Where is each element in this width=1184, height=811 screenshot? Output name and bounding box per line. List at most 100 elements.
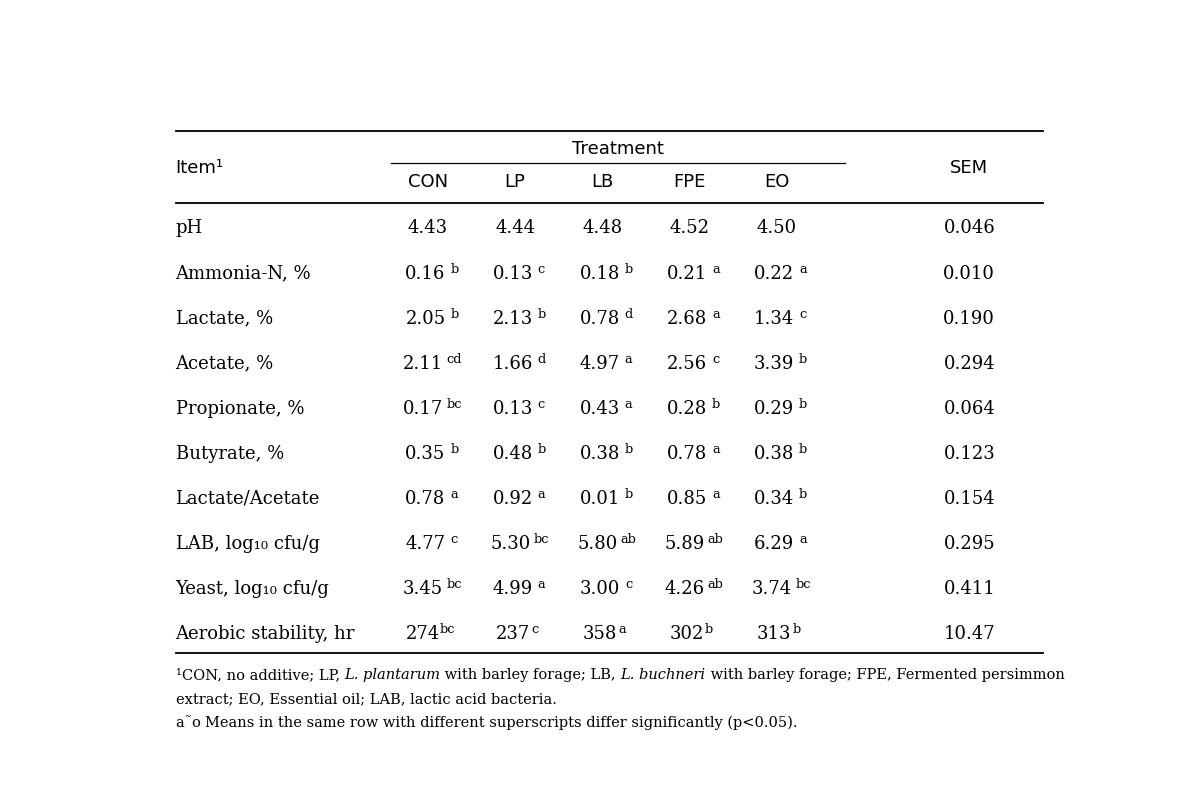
Text: SEM: SEM [951,159,989,177]
Text: c: c [538,263,545,276]
Text: 0.21: 0.21 [667,264,707,282]
Text: 0.43: 0.43 [580,399,620,417]
Text: b: b [538,443,546,456]
Text: 358: 358 [583,624,617,642]
Text: 2.11: 2.11 [403,354,443,372]
Text: 2.68: 2.68 [667,309,707,327]
Text: 0.22: 0.22 [754,264,794,282]
Text: 0.38: 0.38 [580,444,620,462]
Text: b: b [624,263,632,276]
Text: ab: ab [620,533,637,546]
Text: 0.064: 0.064 [944,399,995,417]
Text: Treatment: Treatment [572,140,664,158]
Text: 2.56: 2.56 [667,354,707,372]
Text: 6.29: 6.29 [754,534,794,552]
Text: a: a [799,533,806,546]
Text: 1.34: 1.34 [754,309,794,327]
Text: 2.13: 2.13 [493,309,533,327]
Text: c: c [799,307,806,320]
Text: b: b [706,622,713,635]
Text: L. plantarum: L. plantarum [345,667,440,681]
Text: 4.48: 4.48 [583,219,623,237]
Text: 4.97: 4.97 [580,354,620,372]
Text: Item¹: Item¹ [175,159,224,177]
Text: 0.48: 0.48 [493,444,533,462]
Text: Aerobic stability, hr: Aerobic stability, hr [175,624,355,642]
Text: 5.30: 5.30 [490,534,530,552]
Text: 0.13: 0.13 [493,399,533,417]
Text: bc: bc [440,622,456,635]
Text: EO: EO [764,173,790,191]
Text: 0.92: 0.92 [493,489,533,507]
Text: L. buchneri: L. buchneri [620,667,706,681]
Text: bc: bc [446,397,462,410]
Text: a: a [450,487,458,500]
Text: LP: LP [504,173,526,191]
Text: c: c [532,622,539,635]
Text: 4.43: 4.43 [407,219,448,237]
Text: d: d [538,353,546,366]
Text: c: c [451,533,458,546]
Text: ab: ab [708,533,723,546]
Text: 0.85: 0.85 [667,489,707,507]
Text: 237: 237 [496,624,529,642]
Text: LB: LB [591,173,613,191]
Text: 4.26: 4.26 [664,579,704,597]
Text: b: b [712,397,720,410]
Text: 3.74: 3.74 [752,579,792,597]
Text: 0.123: 0.123 [944,444,995,462]
Text: a: a [618,622,626,635]
Text: Yeast, log₁₀ cfu/g: Yeast, log₁₀ cfu/g [175,579,329,597]
Text: 0.78: 0.78 [580,309,620,327]
Text: 4.44: 4.44 [495,219,535,237]
Text: 4.50: 4.50 [757,219,797,237]
Text: c: c [625,577,632,590]
Text: a˜o: a˜o [175,715,205,729]
Text: 0.154: 0.154 [944,489,995,507]
Text: Ammonia-N, %: Ammonia-N, % [175,264,311,282]
Text: a: a [712,307,720,320]
Text: cd: cd [446,353,462,366]
Text: a: a [625,397,632,410]
Text: 0.35: 0.35 [405,444,445,462]
Text: 0.13: 0.13 [493,264,533,282]
Text: with barley forage; FPE, Fermented persimmon: with barley forage; FPE, Fermented persi… [706,667,1064,681]
Text: b: b [450,307,458,320]
Text: Butyrate, %: Butyrate, % [175,444,284,462]
Text: 313: 313 [757,624,791,642]
Text: d: d [624,307,632,320]
Text: 0.18: 0.18 [580,264,620,282]
Text: 0.38: 0.38 [754,444,794,462]
Text: bc: bc [534,533,549,546]
Text: 5.89: 5.89 [664,534,704,552]
Text: 4.99: 4.99 [493,579,533,597]
Text: 0.295: 0.295 [944,534,995,552]
Text: Lactate/Acetate: Lactate/Acetate [175,489,320,507]
Text: a: a [799,263,806,276]
Text: Lactate, %: Lactate, % [175,309,272,327]
Text: Means in the same row with different superscripts differ significantly (p<0.05).: Means in the same row with different sup… [205,715,798,729]
Text: b: b [799,487,807,500]
Text: 3.00: 3.00 [580,579,620,597]
Text: 0.294: 0.294 [944,354,995,372]
Text: Acetate, %: Acetate, % [175,354,274,372]
Text: b: b [792,622,800,635]
Text: 0.046: 0.046 [944,219,995,237]
Text: 3.45: 3.45 [403,579,443,597]
Text: 1.66: 1.66 [493,354,533,372]
Text: 274: 274 [406,624,440,642]
Text: 0.78: 0.78 [667,444,707,462]
Text: 0.29: 0.29 [754,399,794,417]
Text: ¹CON, no additive; LP,: ¹CON, no additive; LP, [175,667,345,681]
Text: FPE: FPE [674,173,706,191]
Text: LAB, log₁₀ cfu/g: LAB, log₁₀ cfu/g [175,534,320,552]
Text: b: b [799,353,807,366]
Text: b: b [450,443,458,456]
Text: c: c [713,353,720,366]
Text: 4.77: 4.77 [405,534,445,552]
Text: bc: bc [796,577,811,590]
Text: 0.28: 0.28 [667,399,707,417]
Text: 0.34: 0.34 [754,489,794,507]
Text: b: b [624,487,632,500]
Text: 3.39: 3.39 [754,354,794,372]
